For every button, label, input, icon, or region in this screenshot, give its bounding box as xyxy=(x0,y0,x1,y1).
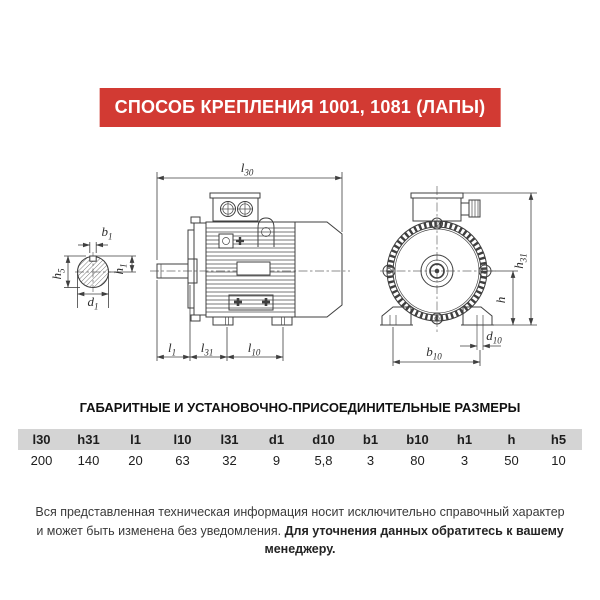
dim-value: 50 xyxy=(488,450,535,471)
dim-label-b10: b10 xyxy=(426,344,442,362)
col-header: d1 xyxy=(253,429,300,450)
dim-label-h1: h1 xyxy=(111,264,129,275)
col-header: l30 xyxy=(18,429,65,450)
dim-label-d10: d10 xyxy=(486,328,502,346)
dimensions-table: l30 h31 l1 l10 l31 d1 d10 b1 b10 h1 h h5… xyxy=(18,429,582,471)
col-header: h1 xyxy=(441,429,488,450)
dim-value: 80 xyxy=(394,450,441,471)
dim-label-h: h xyxy=(493,297,508,304)
table-value-row: 200 140 20 63 32 9 5,8 3 80 3 50 10 xyxy=(18,450,582,471)
dim-label-b1: b1 xyxy=(102,224,113,242)
dim-value: 140 xyxy=(65,450,112,471)
dim-label-l30: l30 xyxy=(241,160,254,178)
dim-label-h31: h31 xyxy=(511,253,529,269)
fan-cowl xyxy=(294,221,343,318)
dim-label-l10: l10 xyxy=(248,340,261,358)
dim-value: 32 xyxy=(206,450,253,471)
nameplate xyxy=(236,261,271,276)
col-header: d10 xyxy=(300,429,347,450)
dim-value: 10 xyxy=(535,450,582,471)
table-title: ГАБАРИТНЫЕ И УСТАНОВОЧНО-ПРИСОЕДИНИТЕЛЬН… xyxy=(79,400,521,415)
lifting-eye xyxy=(257,217,275,247)
dim-label-d1: d1 xyxy=(88,294,99,312)
col-header: h5 xyxy=(535,429,582,450)
dim-value: 20 xyxy=(112,450,159,471)
col-header: l31 xyxy=(206,429,253,450)
disclaimer: Вся представленная техническая информаци… xyxy=(30,503,570,559)
technical-drawing: b1 h5 h1 d1 xyxy=(49,160,537,366)
col-header: h31 xyxy=(65,429,112,450)
dim-value: 5,8 xyxy=(300,450,347,471)
table-header-row: l30 h31 l1 l10 l31 d1 d10 b1 b10 h1 h h5 xyxy=(18,429,582,450)
motor-front-view: h31 h b10 d10 xyxy=(380,186,537,366)
disclaimer-line2-bold: Для уточнения данных обратитесь к вашему… xyxy=(264,523,564,557)
dim-value: 3 xyxy=(347,450,394,471)
col-header: l1 xyxy=(112,429,159,450)
col-header: b1 xyxy=(347,429,394,450)
dim-value: 63 xyxy=(159,450,206,471)
disclaimer-line2-normal: и может быть изменена без уведомления. xyxy=(36,523,282,538)
shaft-section-view: b1 h5 h1 d1 xyxy=(49,224,136,312)
motor-side-view: l30 l1 l31 l10 xyxy=(150,160,350,361)
dim-value: 9 xyxy=(253,450,300,471)
disclaimer-line1: Вся представленная техническая информаци… xyxy=(35,505,565,519)
dim-label-h5: h5 xyxy=(49,268,67,280)
dim-value: 200 xyxy=(18,450,65,471)
cable-glands xyxy=(220,201,253,217)
dim-label-l31: l31 xyxy=(201,340,214,358)
cable-gland xyxy=(460,202,470,216)
col-header: l10 xyxy=(159,429,206,450)
col-header: b10 xyxy=(394,429,441,450)
title-banner: СПОСОБ КРЕПЛЕНИЯ 1001, 1081 (ЛАПЫ) xyxy=(99,88,501,127)
col-header: h xyxy=(488,429,535,450)
dim-value: 3 xyxy=(441,450,488,471)
dim-label-l1: l1 xyxy=(168,340,176,358)
